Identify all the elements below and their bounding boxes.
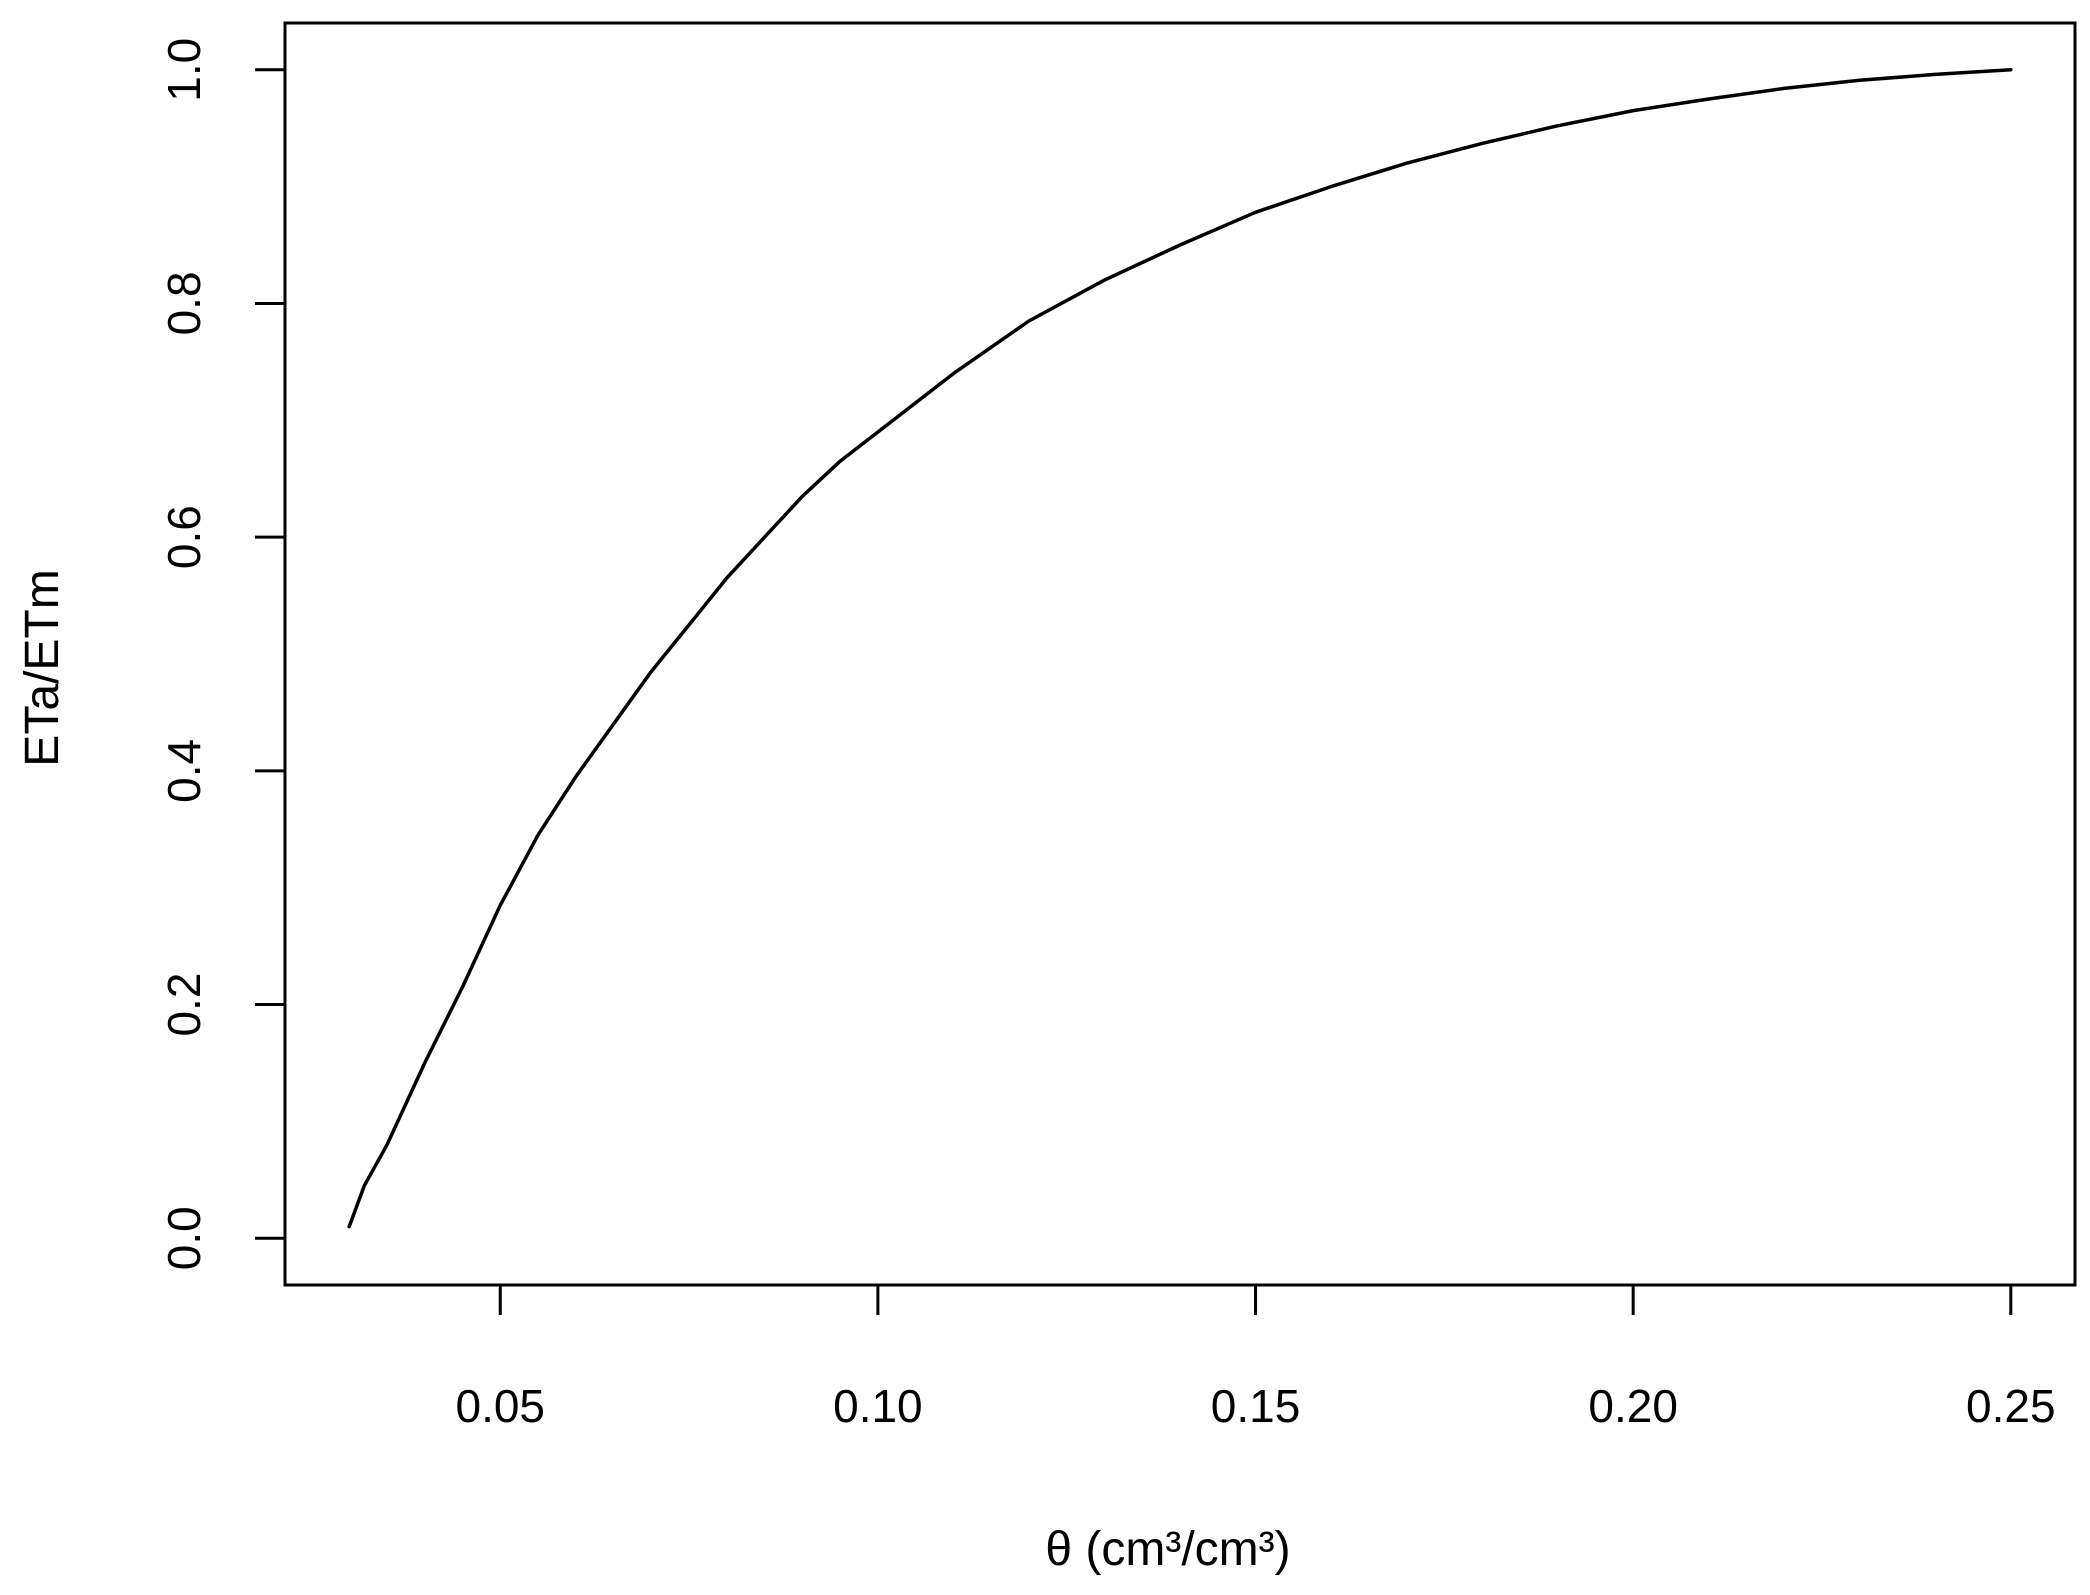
x-tick-label: 0.20 <box>1588 1380 1678 1432</box>
x-tick-label: 0.05 <box>455 1380 545 1432</box>
y-tick-label: 0.8 <box>158 271 210 335</box>
x-axis-label: θ (cm³/cm³) <box>1045 1523 1290 1576</box>
y-axis-label: ETa/ETm <box>16 569 69 766</box>
y-tick-label: 0.6 <box>158 505 210 569</box>
y-tick-label: 1.0 <box>158 38 210 102</box>
series-layer <box>347 67 2013 1229</box>
y-tick-label: 0.0 <box>158 1206 210 1270</box>
plot-frame <box>283 21 2077 1287</box>
x-tick-label: 0.25 <box>1966 1380 2056 1432</box>
series-line-0 <box>347 67 2013 1229</box>
x-tick-label: 0.10 <box>833 1380 923 1432</box>
x-tick-label: 0.15 <box>1211 1380 1301 1432</box>
x-axis: 0.05 0.10 0.15 0.20 0.25 <box>455 1283 2056 1432</box>
y-tick-label: 0.4 <box>158 739 210 803</box>
y-tick-label: 0.2 <box>158 973 210 1037</box>
y-axis: 0.0 0.2 0.4 0.6 0.8 1.0 <box>158 38 287 1270</box>
